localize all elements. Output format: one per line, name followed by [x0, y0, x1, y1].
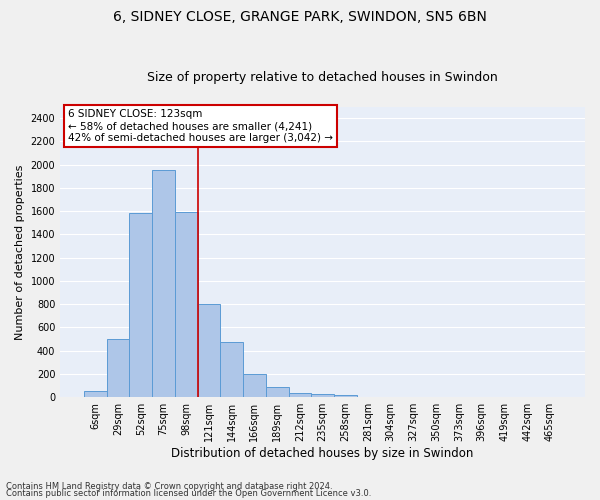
Bar: [538, 396, 561, 397]
Bar: [107, 339, 130, 397]
Text: Contains public sector information licensed under the Open Government Licence v3: Contains public sector information licen…: [6, 489, 371, 498]
Title: Size of property relative to detached houses in Swindon: Size of property relative to detached ho…: [147, 72, 498, 85]
Bar: [197, 304, 220, 397]
Bar: [220, 342, 243, 397]
Y-axis label: Number of detached properties: Number of detached properties: [15, 164, 25, 340]
Bar: [152, 170, 175, 397]
Bar: [266, 386, 289, 397]
Bar: [334, 395, 356, 397]
Bar: [84, 391, 107, 397]
Bar: [243, 374, 266, 397]
X-axis label: Distribution of detached houses by size in Swindon: Distribution of detached houses by size …: [172, 447, 474, 460]
Bar: [175, 212, 197, 397]
Text: 6 SIDNEY CLOSE: 123sqm
← 58% of detached houses are smaller (4,241)
42% of semi-: 6 SIDNEY CLOSE: 123sqm ← 58% of detached…: [68, 110, 333, 142]
Bar: [130, 214, 152, 397]
Bar: [311, 394, 334, 397]
Bar: [289, 393, 311, 397]
Text: Contains HM Land Registry data © Crown copyright and database right 2024.: Contains HM Land Registry data © Crown c…: [6, 482, 332, 491]
Text: 6, SIDNEY CLOSE, GRANGE PARK, SWINDON, SN5 6BN: 6, SIDNEY CLOSE, GRANGE PARK, SWINDON, S…: [113, 10, 487, 24]
